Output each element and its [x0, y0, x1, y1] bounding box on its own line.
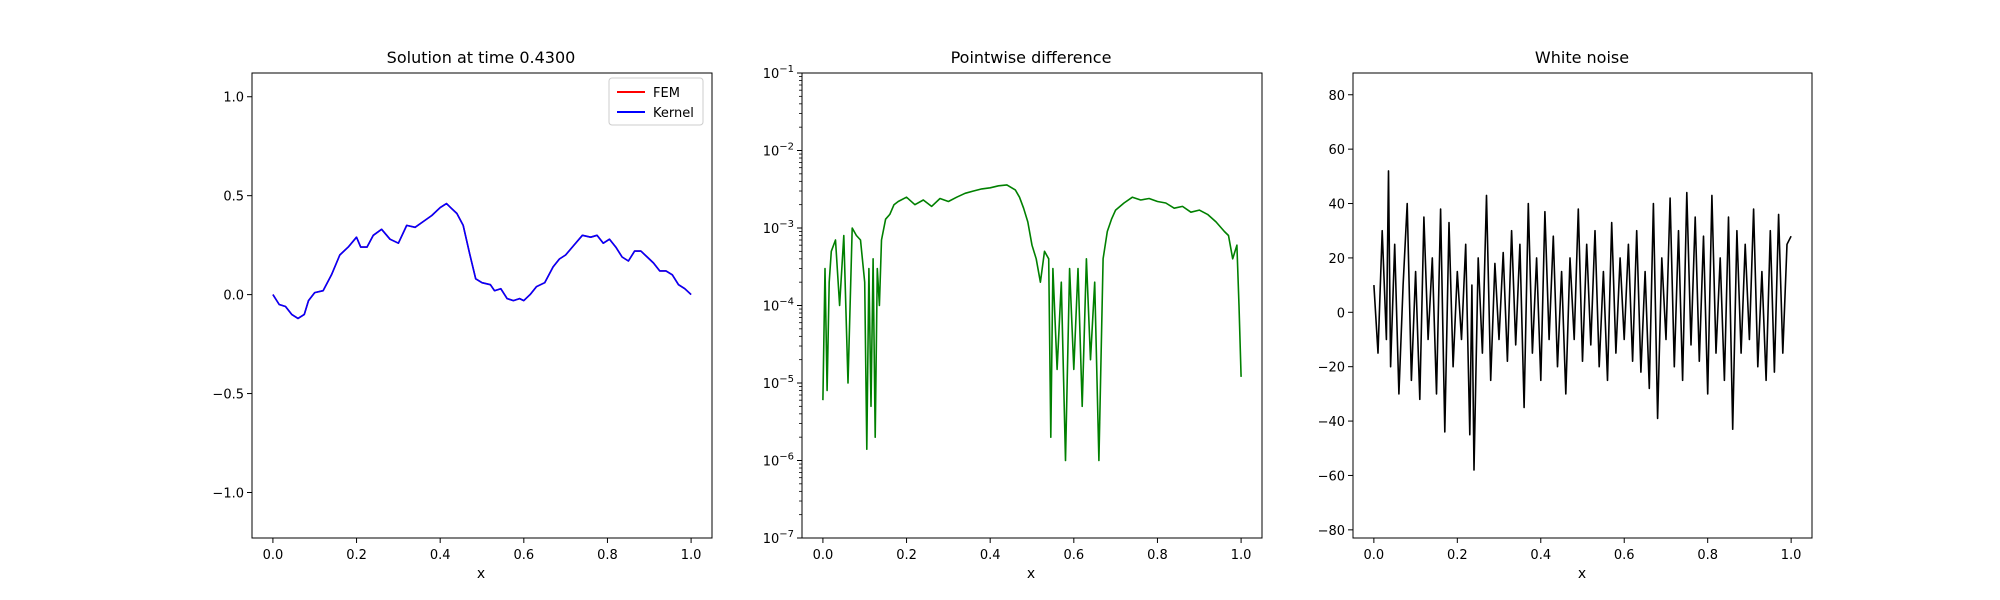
y-tick-label: 10−6: [763, 452, 794, 470]
x-tick-label: 0.4: [980, 548, 1001, 563]
white-noise-plot: White noise x 0.0 0.2 0.4 0.6 0.8 1.0 −80 −60 −4…: [1318, 48, 1813, 582]
series-line-kernel: [272, 202, 692, 320]
y-tick-label: 10−3: [763, 219, 794, 237]
plot-frame: [251, 72, 713, 539]
x-axis-label: x: [1027, 566, 1035, 582]
plot-frame: [1352, 72, 1813, 539]
x-axis-label: x: [477, 566, 485, 582]
x-tick-label: 0.6: [1614, 548, 1635, 563]
x-tick-label: 1.0: [1231, 548, 1252, 563]
plot-title: White noise: [1535, 48, 1629, 67]
series-line-0: [822, 184, 1242, 462]
y-tick-label: 10−4: [763, 297, 794, 315]
y-tick-base: 10: [763, 532, 780, 547]
y-tick-base: 10: [763, 145, 780, 160]
y-tick-label: 0.5: [223, 190, 244, 205]
y-tick-label: 10−7: [763, 529, 794, 547]
x-tick-label: 1.0: [681, 548, 702, 563]
y-tick-label: −80: [1318, 524, 1345, 539]
y-tick-label: −60: [1318, 469, 1345, 484]
plot-series-group: [272, 202, 692, 320]
y-tick-base: 10: [763, 377, 780, 392]
x-tick-label: 0.2: [896, 548, 917, 563]
x-tick-label: 0.4: [430, 548, 451, 563]
solution-plot: Solution at time 0.4300 x FEM Kernel 0.0…: [212, 48, 713, 582]
x-tick-label: 0.2: [1447, 548, 1468, 563]
y-tick-exponent: −3: [779, 219, 794, 230]
y-tick-base: 10: [763, 222, 780, 237]
y-tick-label: 0.0: [223, 289, 244, 304]
y-tick-exponent: −5: [779, 374, 794, 385]
x-tick-label: 0.0: [1364, 548, 1385, 563]
y-tick-label: 1.0: [223, 91, 244, 106]
x-tick-label: 1.0: [1781, 548, 1802, 563]
y-tick-base: 10: [763, 67, 780, 82]
y-tick-exponent: −1: [779, 64, 794, 75]
y-tick-label: 10−5: [763, 374, 794, 392]
plot-series-group: [1373, 170, 1792, 471]
y-tick-label: 0: [1337, 306, 1345, 321]
x-tick-label: 0.4: [1530, 548, 1551, 563]
y-tick-exponent: −7: [779, 529, 794, 540]
y-tick-exponent: −4: [779, 297, 794, 308]
legend-box: [608, 77, 704, 126]
y-tick-label: −20: [1318, 361, 1345, 376]
y-tick-exponent: −6: [779, 452, 794, 463]
x-tick-label: 0.8: [597, 548, 618, 563]
y-tick-label: −0.5: [212, 388, 244, 403]
y-tick-label: 10−1: [763, 64, 794, 82]
x-tick-label: 0.6: [513, 548, 534, 563]
y-tick-base: 10: [763, 300, 780, 315]
y-tick-label: 60: [1328, 143, 1345, 158]
legend: FEM Kernel: [608, 77, 704, 126]
legend-label-kernel: Kernel: [653, 106, 694, 121]
y-tick-label: 10−2: [763, 142, 794, 160]
legend-label-fem: FEM: [653, 86, 680, 101]
y-tick-label: 20: [1328, 252, 1345, 267]
y-tick-label: −1.0: [212, 486, 244, 501]
x-axis-label: x: [1578, 566, 1586, 582]
difference-plot: Pointwise difference x 0.0 0.2 0.4 0.6 0.8 1.…: [763, 48, 1263, 582]
x-tick-label: 0.8: [1147, 548, 1168, 563]
y-tick-label: 40: [1328, 198, 1345, 213]
x-tick-label: 0.8: [1697, 548, 1718, 563]
x-tick-label: 0.2: [346, 548, 367, 563]
y-tick-label: −40: [1318, 415, 1345, 430]
y-tick-label: 80: [1328, 89, 1345, 104]
x-tick-label: 0.0: [263, 548, 284, 563]
plot-title: Pointwise difference: [951, 48, 1112, 67]
y-tick-base: 10: [763, 455, 780, 470]
y-tick-exponent: −2: [779, 142, 794, 153]
x-tick-label: 0.6: [1063, 548, 1084, 563]
plot-title: Solution at time 0.4300: [387, 48, 576, 67]
x-tick-label: 0.0: [813, 548, 834, 563]
series-line-0: [1373, 170, 1792, 471]
plot-series-group: [822, 184, 1242, 462]
